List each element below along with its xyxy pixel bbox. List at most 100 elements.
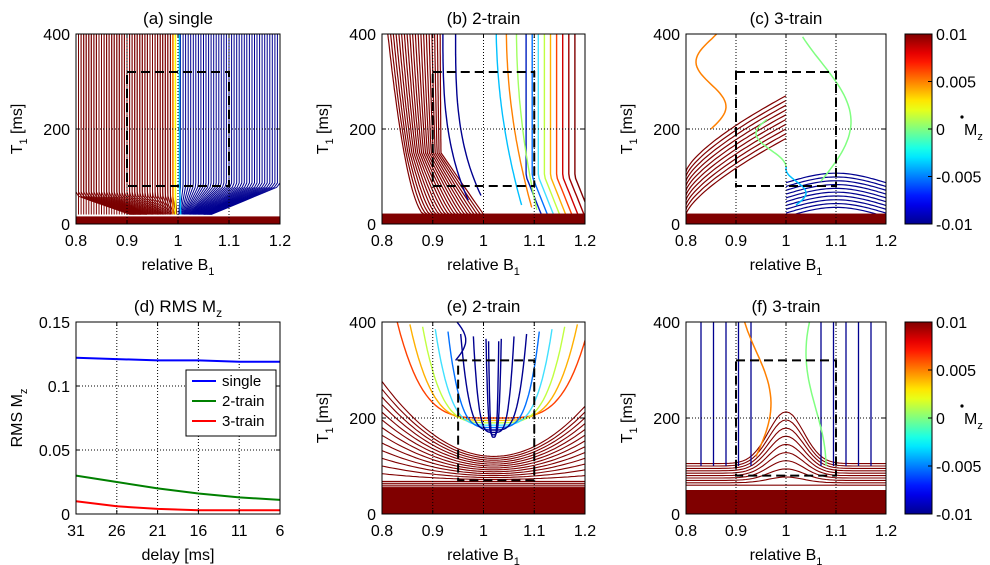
contour-line bbox=[93, 34, 139, 215]
contour-line bbox=[136, 34, 160, 215]
contour-line bbox=[805, 322, 827, 467]
y-tick-label: 0 bbox=[367, 507, 376, 524]
y-tick-label: 0.1 bbox=[48, 379, 70, 396]
y-tick-label: 400 bbox=[43, 27, 70, 44]
contour-line bbox=[131, 34, 157, 215]
contour-line bbox=[78, 34, 132, 215]
contour-line bbox=[183, 34, 197, 215]
y-tick-label: 400 bbox=[653, 315, 680, 332]
contour-line bbox=[192, 34, 225, 215]
x-axis-label: relative B1 bbox=[447, 547, 520, 565]
contour-line bbox=[785, 180, 886, 191]
contour-line bbox=[686, 95, 787, 172]
saturated-contour-band bbox=[382, 213, 585, 224]
contour-line bbox=[189, 34, 215, 215]
contour-line bbox=[543, 34, 561, 215]
contour-line bbox=[85, 34, 136, 215]
contour-line bbox=[382, 442, 585, 473]
panel-title: (c) 3-train bbox=[750, 9, 823, 28]
colorbar-tick-label: 0.01 bbox=[936, 27, 967, 44]
axes-frame bbox=[381, 321, 586, 515]
x-tick-label: 6 bbox=[276, 523, 285, 540]
contour-line bbox=[152, 34, 167, 215]
contour-line bbox=[180, 34, 189, 215]
panel-b: 0.8 0.9 1 1.1 1.2 0 200 400 (b) 2-train relative … bbox=[315, 9, 596, 278]
contour-line bbox=[434, 329, 553, 426]
contour-line bbox=[382, 396, 585, 461]
contour-line bbox=[164, 34, 173, 215]
contour-line bbox=[785, 206, 886, 218]
contour-line bbox=[80, 34, 133, 215]
contour-line bbox=[409, 324, 579, 422]
colorbar-tick-label: 0 bbox=[936, 411, 945, 428]
contour-line bbox=[434, 34, 480, 218]
x-tick-label: 1.2 bbox=[875, 523, 897, 540]
contour-line bbox=[686, 443, 886, 474]
y-tick-label: 0.05 bbox=[39, 443, 70, 460]
contour-line bbox=[98, 34, 142, 215]
contour-line bbox=[101, 34, 143, 215]
x-tick-label: 1.2 bbox=[574, 233, 596, 250]
series-line-two_train bbox=[75, 474, 281, 501]
x-tick-label: 31 bbox=[67, 523, 85, 540]
contour-line bbox=[785, 203, 886, 214]
contour-line bbox=[197, 34, 240, 215]
contour-line bbox=[83, 34, 135, 215]
panel-d: single 2-train 3-train 31 26 21 16 11 6 0 0.05 0.1 0… bbox=[9, 297, 285, 564]
legend-label-single: single bbox=[222, 373, 261, 390]
colorbar-2: 0.01 0.005 0 -0.005 -0.01 Mz bbox=[904, 315, 983, 524]
contour-line bbox=[111, 34, 148, 215]
x-axis-label: relative B1 bbox=[750, 257, 823, 278]
contour-line bbox=[179, 34, 184, 215]
contour-line bbox=[382, 427, 585, 469]
x-axis-label: relative B1 bbox=[447, 257, 520, 278]
x-axis-label: relative B1 bbox=[142, 257, 215, 278]
contour-line bbox=[139, 34, 161, 215]
contour-line bbox=[406, 34, 450, 218]
contour-line bbox=[472, 336, 515, 434]
contour-line bbox=[178, 34, 181, 215]
x-tick-label: 0.8 bbox=[371, 233, 393, 250]
y-axis-label: T1 [ms] bbox=[315, 393, 336, 444]
x-tick-label: 1.1 bbox=[825, 233, 847, 250]
y-tick-label: 0 bbox=[671, 507, 680, 524]
colorbar-tick-label: 0 bbox=[936, 122, 945, 139]
contour-line bbox=[505, 34, 533, 208]
contour-line bbox=[686, 104, 787, 182]
contour-line bbox=[90, 34, 138, 215]
y-tick-label: 200 bbox=[653, 122, 680, 139]
contour-line bbox=[686, 128, 787, 206]
contour-line bbox=[203, 34, 258, 215]
x-tick-label: 0.8 bbox=[65, 233, 87, 250]
colorbar-label: Mz bbox=[964, 411, 983, 432]
contour-line bbox=[121, 34, 153, 215]
x-tick-label: 1.2 bbox=[875, 233, 897, 250]
x-tick-label: 0.8 bbox=[675, 523, 697, 540]
x-tick-label: 1.1 bbox=[825, 523, 847, 540]
contour-line bbox=[417, 34, 462, 218]
contour-line bbox=[200, 34, 248, 215]
contour-line bbox=[204, 34, 261, 215]
contour-line bbox=[686, 137, 787, 215]
x-tick-label: 1 bbox=[479, 233, 488, 250]
contour-line bbox=[785, 187, 886, 199]
x-tick-label: 1 bbox=[782, 523, 791, 540]
colorbar-tick-label: -0.01 bbox=[936, 217, 973, 234]
saturated-contour-band bbox=[382, 487, 585, 514]
contour-line bbox=[401, 34, 444, 218]
axes-frame bbox=[381, 33, 586, 225]
contour-line bbox=[207, 34, 271, 215]
contour-plot bbox=[382, 34, 585, 224]
contour-line bbox=[686, 123, 787, 201]
contour-line bbox=[210, 34, 278, 215]
contour-line bbox=[382, 404, 585, 463]
contour-line bbox=[382, 381, 585, 457]
contour-line bbox=[196, 34, 238, 215]
contour-line bbox=[185, 34, 202, 215]
x-tick-label: 1 bbox=[782, 233, 791, 250]
contour-line bbox=[186, 34, 207, 215]
contour-line bbox=[392, 34, 435, 218]
y-tick-label: 200 bbox=[653, 411, 680, 428]
y-axis-label: T1 [ms] bbox=[315, 104, 336, 155]
